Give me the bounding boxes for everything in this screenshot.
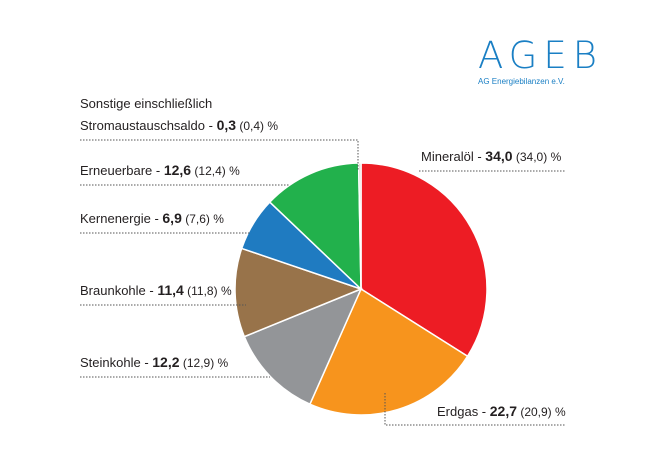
- slice-name-2: Steinkohle -: [80, 355, 152, 370]
- logo-title: AGEB: [478, 34, 603, 77]
- slice-prev-3: (11,8) %: [184, 284, 232, 298]
- slice-name-4: Kernenergie -: [80, 211, 162, 226]
- ageb-logo: AGEB AG Energiebilanzen e.V.: [478, 34, 603, 87]
- slice-label-2: Steinkohle - 12,2 (12,9) %: [80, 354, 229, 370]
- pie-slice-0: [360, 162, 488, 358]
- slice-value-3: 11,4: [157, 282, 184, 298]
- slice-prev-2: (12,9) %: [180, 356, 229, 370]
- slice-prev-4: (7,6) %: [182, 212, 224, 226]
- slice-label-0: Mineralöl - 34,0 (34,0) %: [421, 148, 562, 164]
- pie-slice-1: [308, 287, 469, 416]
- slice-name-1: Erdgas -: [437, 404, 490, 419]
- slice-name-3: Braunkohle -: [80, 283, 157, 298]
- slice-value-6: 0,3: [217, 117, 237, 133]
- pie-slice-2: [243, 287, 363, 406]
- leader-line-6: [80, 139, 359, 170]
- slice-value-2: 12,2: [152, 354, 179, 370]
- slice-name-5: Erneuerbare -: [80, 163, 164, 178]
- slice-label-5: Erneuerbare - 12,6 (12,4) %: [80, 162, 240, 178]
- slice-prev-6: (0,4) %: [236, 119, 278, 133]
- slice-name-0: Mineralöl -: [421, 149, 485, 164]
- slice-label-6-line1: Sonstige einschließlich: [80, 96, 212, 111]
- slice-prev-1: (20,9) %: [517, 405, 566, 419]
- slice-value-4: 6,9: [162, 210, 182, 226]
- slice-prev-5: (12,4) %: [191, 164, 240, 178]
- pie-slice-3: [234, 247, 364, 338]
- slice-value-5: 12,6: [164, 162, 191, 178]
- pie-slice-6: [357, 162, 362, 290]
- slice-label-1: Erdgas - 22,7 (20,9) %: [437, 403, 566, 419]
- slice-label-3: Braunkohle - 11,4 (11,8) %: [80, 282, 232, 298]
- pie-slice-5: [268, 162, 362, 291]
- slice-value-0: 34,0: [485, 148, 512, 164]
- slice-prev-0: (34,0) %: [513, 150, 562, 164]
- logo-subtitle: AG Energiebilanzen e.V.: [478, 77, 565, 86]
- slice-name-6: Stromaustauschsaldo -: [80, 118, 217, 133]
- slice-label-4: Kernenergie - 6,9 (7,6) %: [80, 210, 224, 226]
- slice-label-6: Stromaustauschsaldo - 0,3 (0,4) %: [80, 117, 278, 133]
- slice-value-1: 22,7: [490, 403, 517, 419]
